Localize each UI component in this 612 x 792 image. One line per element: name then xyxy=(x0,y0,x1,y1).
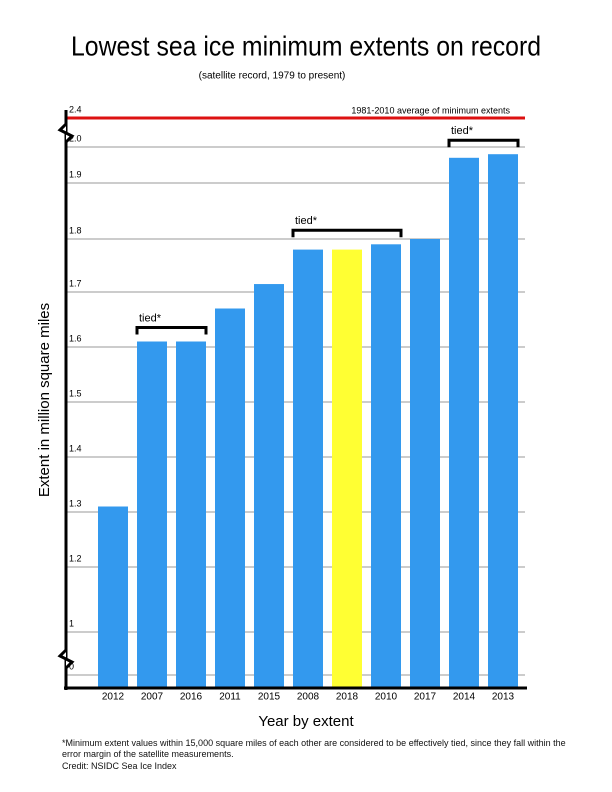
y-tick-label: 1.3 xyxy=(69,498,82,508)
bar xyxy=(254,284,284,688)
bar xyxy=(137,341,167,688)
chart-subtitle: (satellite record, 1979 to present) xyxy=(199,71,346,82)
x-tick-label: 2016 xyxy=(180,692,203,703)
y-tick-label: 2.0 xyxy=(69,133,82,143)
tie-label: tied* xyxy=(451,125,474,137)
x-tick-label: 2010 xyxy=(375,692,398,703)
footnote: *Minimum extent values within 15,000 squ… xyxy=(62,738,566,759)
x-tick-label: 2015 xyxy=(258,692,281,703)
tie-bracket xyxy=(291,228,403,238)
tie-label: tied* xyxy=(139,312,162,324)
bar xyxy=(176,341,206,688)
x-tick-label: 2017 xyxy=(414,692,437,703)
y-tick-label: 1.5 xyxy=(69,388,82,398)
bar xyxy=(449,157,479,689)
bar xyxy=(293,249,323,688)
bar xyxy=(488,154,518,688)
bar xyxy=(410,239,440,688)
x-tick-label: 2013 xyxy=(492,692,515,703)
bar xyxy=(98,506,128,688)
x-tick-label: 2011 xyxy=(219,692,241,703)
bar xyxy=(371,244,401,689)
tie-label: tied* xyxy=(295,215,318,227)
bar xyxy=(215,308,245,688)
y-tick-label: 1.2 xyxy=(69,553,82,563)
x-tick-label: 2018 xyxy=(336,692,359,703)
x-tick-label: 2012 xyxy=(102,692,125,703)
y-tick-label: 1.4 xyxy=(69,443,82,453)
chart-title: Lowest sea ice minimum extents on record xyxy=(71,30,541,61)
tie-bracket xyxy=(447,138,520,148)
axis-break xyxy=(57,648,75,670)
axis-break xyxy=(57,122,75,144)
y-tick-label: 1.8 xyxy=(69,225,82,235)
y-tick-label: 0 xyxy=(69,661,74,671)
y-tick-label: 2.4 xyxy=(69,104,82,114)
x-axis-label: Year by extent xyxy=(258,713,354,730)
bar xyxy=(332,249,362,688)
y-axis-label: Extent in million square miles xyxy=(36,303,53,497)
y-tick-label: 1 xyxy=(69,618,74,628)
x-tick-label: 2014 xyxy=(453,692,476,703)
tie-bracket xyxy=(135,326,208,335)
y-tick-label: 1.9 xyxy=(69,169,82,179)
y-tick-label: 1.6 xyxy=(69,333,82,343)
plot: 0 1 1.2 1.3 1.4 1.5 1.6 1.7 1.8 1.9 2.0 2.4 1981-201… xyxy=(66,104,525,703)
x-tick-label: 2008 xyxy=(297,692,320,703)
reference-label: 1981-2010 average of minimum extents xyxy=(351,105,510,115)
y-tick-label: 1.7 xyxy=(69,278,82,288)
x-tick-label: 2007 xyxy=(141,692,164,703)
credit: Credit: NSIDC Sea Ice Index xyxy=(62,761,177,771)
